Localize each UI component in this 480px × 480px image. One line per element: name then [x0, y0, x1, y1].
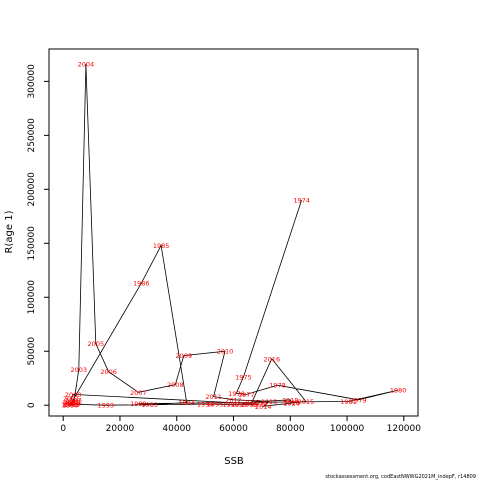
- x-axis: 0 20000 40000 60000 80000 100000 120000: [60, 415, 422, 434]
- point-label-2000: 2000: [65, 391, 82, 399]
- point-label-2001: 2001: [63, 395, 80, 403]
- point-label-2012: 2012: [225, 396, 242, 404]
- point-label-1994: 1994: [197, 401, 214, 409]
- point-label-1998: 1998: [241, 401, 258, 409]
- point-label-1992: 1992: [61, 401, 78, 409]
- y-axis-title: R(age 1): [4, 210, 15, 253]
- point-label-2008: 2008: [167, 381, 184, 389]
- plot-frame: [48, 48, 419, 417]
- point-label-2019: 2019: [283, 399, 300, 407]
- y-tick-label: 0: [27, 402, 37, 408]
- point-label-1989: 1989: [63, 401, 80, 409]
- point-label-1978: 1978: [269, 382, 286, 390]
- point-label-2020: 2020: [283, 400, 300, 408]
- point-label-1980: 1980: [390, 387, 407, 395]
- series-lines: [68, 64, 399, 407]
- point-label-1986: 1986: [133, 280, 150, 288]
- point-label-1997: 1997: [231, 401, 248, 409]
- point-label-2015: 2015: [298, 398, 315, 406]
- point-label-1985: 1985: [153, 242, 170, 250]
- point-label-1984: 1984: [178, 399, 195, 407]
- point-label-1981: 1981: [340, 398, 357, 406]
- point-label-1983: 1983: [141, 401, 158, 409]
- y-tick-label: 200000: [27, 172, 37, 207]
- x-tick-label: 60000: [219, 424, 248, 434]
- point-label-1991: 1991: [63, 400, 80, 408]
- x-tick-label: 80000: [276, 424, 305, 434]
- point-label-1990: 1990: [62, 402, 79, 410]
- footer-text: stockassessment.org, codEastNWWG2021M_in…: [325, 474, 476, 480]
- point-label-2014: 2014: [255, 403, 272, 411]
- point-label-1988: 1988: [64, 399, 81, 407]
- y-axis: 0 50000 100000 150000 200000 250000 300000: [27, 64, 50, 408]
- point-label-1977: 1977: [238, 391, 255, 399]
- y-tick-label: 300000: [27, 64, 37, 99]
- point-label-2005: 2005: [88, 340, 105, 348]
- point-label-2004: 2004: [78, 61, 95, 69]
- series-line: [68, 64, 399, 407]
- point-label-1974: 1974: [293, 197, 310, 205]
- point-label-2018: 2018: [282, 396, 299, 404]
- y-tick-label: 250000: [27, 118, 37, 153]
- point-label-2009: 2009: [176, 352, 193, 360]
- point-label-2011: 2011: [205, 393, 222, 401]
- y-tick-label: 100000: [27, 280, 37, 315]
- point-label-1996: 1996: [222, 401, 239, 409]
- x-tick-label: 0: [60, 424, 66, 434]
- point-label-2013: 2013: [261, 398, 278, 406]
- x-tick-label: 120000: [387, 424, 422, 434]
- point-label-1976: 1976: [228, 390, 245, 398]
- point-label-1982: 1982: [130, 400, 147, 408]
- point-label-1999: 1999: [251, 401, 268, 409]
- point-label-1987: 1987: [65, 396, 82, 404]
- point-label-1975: 1975: [235, 374, 252, 382]
- y-tick-label: 150000: [27, 226, 37, 261]
- x-tick-label: 100000: [330, 424, 365, 434]
- point-label-1979: 1979: [350, 396, 367, 404]
- point-label-2007: 2007: [130, 389, 147, 397]
- x-axis-title: SSB: [224, 456, 244, 467]
- point-label-2002: 2002: [66, 398, 83, 406]
- x-tick-label: 40000: [162, 424, 191, 434]
- point-label-2017: 2017: [244, 398, 261, 406]
- point-label-2003: 2003: [71, 366, 88, 374]
- y-tick-label: 50000: [27, 337, 37, 366]
- point-label-1993: 1993: [97, 402, 114, 410]
- point-label-1995: 1995: [207, 401, 224, 409]
- point-label-2016: 2016: [264, 355, 281, 363]
- point-label-2006: 2006: [100, 368, 117, 376]
- point-label-2010: 2010: [217, 348, 234, 356]
- x-tick-label: 20000: [106, 424, 135, 434]
